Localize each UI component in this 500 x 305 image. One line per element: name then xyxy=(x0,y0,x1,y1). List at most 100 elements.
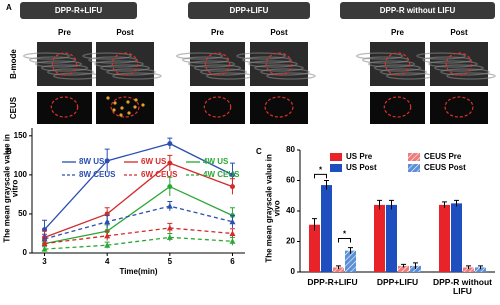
error-bar xyxy=(478,265,483,269)
legend-label: 6W CEUS xyxy=(141,170,178,179)
error-bar xyxy=(312,218,317,231)
series-line xyxy=(44,185,233,245)
data-point xyxy=(104,158,110,164)
series-line xyxy=(44,142,233,231)
bar xyxy=(398,265,409,272)
tumor-outline xyxy=(51,52,78,76)
tissue-texture xyxy=(82,52,132,60)
contrast-signal xyxy=(106,96,110,100)
significance-label: * xyxy=(319,166,323,175)
y-tick-label: 20 xyxy=(286,237,295,246)
y-tick-label: 50 xyxy=(18,209,27,218)
x-tick-label: DPP-R without LIFU xyxy=(432,277,493,296)
error-bar xyxy=(442,201,447,208)
contrast-signal xyxy=(112,108,116,112)
error-bar xyxy=(454,199,459,207)
y-tick-label: 60 xyxy=(286,176,295,185)
legend-label: 6W US xyxy=(141,157,167,166)
series-line xyxy=(44,227,233,245)
tissue-texture xyxy=(106,68,156,76)
row-label: CEUS xyxy=(9,96,18,119)
data-point xyxy=(229,230,236,236)
tissue-texture xyxy=(22,52,71,60)
bar xyxy=(309,224,320,272)
data-point xyxy=(229,238,236,244)
data-point xyxy=(104,232,111,239)
contrast-signal xyxy=(134,98,138,102)
contrast-signal xyxy=(119,113,123,117)
series-line xyxy=(44,162,233,238)
series-line xyxy=(44,205,233,240)
tissue-texture xyxy=(428,60,478,68)
panel-label: A xyxy=(6,3,12,12)
contrast-signal xyxy=(141,103,145,107)
legend-label: CEUS Pre xyxy=(424,152,462,161)
data-point xyxy=(41,246,48,252)
tissue-texture xyxy=(446,72,496,80)
contrast-signal xyxy=(120,106,124,110)
tissue-texture xyxy=(367,60,416,68)
legend-swatch xyxy=(408,153,420,161)
data-point xyxy=(166,234,173,240)
tumor-outline xyxy=(265,52,293,76)
panel-label: B xyxy=(6,147,12,156)
group-title: DPP-R without LIFU xyxy=(380,6,456,15)
bar xyxy=(333,267,344,272)
tumor-outline xyxy=(445,52,473,76)
error-bar xyxy=(401,263,406,268)
legend-label: 8W US xyxy=(79,157,105,166)
tissue-texture xyxy=(236,52,286,60)
contrast-signal xyxy=(126,100,130,104)
significance-label: * xyxy=(343,230,347,239)
tissue-texture xyxy=(440,68,490,76)
group-header xyxy=(20,2,137,19)
tissue-texture xyxy=(112,72,162,80)
tissue-texture xyxy=(355,52,404,60)
x-tick-label: DPP+LIFU xyxy=(376,277,419,287)
data-point xyxy=(229,184,235,190)
group-header xyxy=(188,2,310,19)
group-header xyxy=(340,2,495,19)
tissue-texture xyxy=(379,68,428,76)
error-bar xyxy=(377,199,382,210)
x-axis-label: Time(min) xyxy=(119,267,157,276)
tissue-texture xyxy=(434,64,484,72)
tumor-outline xyxy=(384,52,411,76)
legend-label: US Post xyxy=(346,163,377,172)
column-label: Pre xyxy=(211,28,224,37)
tissue-texture xyxy=(248,60,298,68)
tissue-texture xyxy=(175,52,224,60)
x-tick-label: 4 xyxy=(105,257,110,266)
tissue-texture xyxy=(40,64,89,72)
x-tick-label: 6 xyxy=(230,257,235,266)
error-bar xyxy=(348,247,353,254)
y-tick-label: 0 xyxy=(291,267,296,276)
x-tick-label: 5 xyxy=(168,257,173,266)
legend-swatch xyxy=(330,164,342,172)
contrast-signal xyxy=(127,111,131,115)
group-title: DPP-R+LIFU xyxy=(55,6,103,15)
error-bar xyxy=(413,262,418,269)
data-point xyxy=(166,203,173,209)
significance-bracket xyxy=(338,237,351,243)
bar xyxy=(321,185,332,272)
y-tick-label: 100 xyxy=(14,170,28,179)
row-label: B-mode xyxy=(9,49,18,79)
error-bar xyxy=(389,199,394,210)
y-axis-label: The mean grayscale value in vitro xyxy=(2,133,20,243)
bar xyxy=(386,204,397,272)
ceus-image xyxy=(37,92,92,124)
legend-label: 4W US xyxy=(203,157,229,166)
column-label: Post xyxy=(270,28,288,37)
panel-label: C xyxy=(256,147,262,156)
bar xyxy=(475,267,486,272)
series-line xyxy=(44,236,233,250)
legend-label: 4W CEUS xyxy=(203,170,240,179)
column-label: Pre xyxy=(58,28,71,37)
tissue-texture xyxy=(373,64,422,72)
tissue-texture xyxy=(100,64,150,72)
tissue-texture xyxy=(199,68,248,76)
data-point xyxy=(167,141,173,147)
x-tick-label: DPP-R+LIFU xyxy=(307,277,358,287)
